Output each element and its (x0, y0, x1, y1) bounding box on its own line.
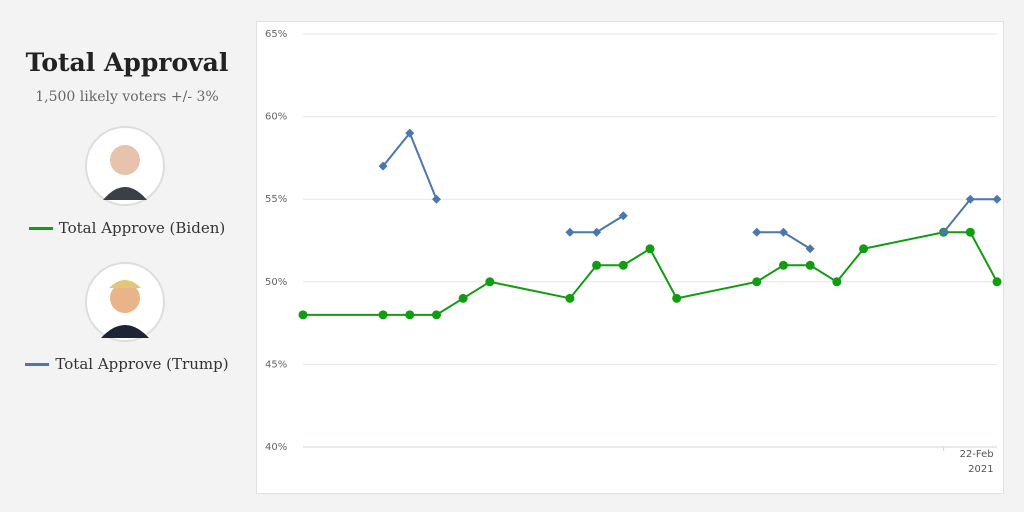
point-marker (592, 260, 602, 270)
point-marker (592, 227, 602, 237)
point-marker (672, 293, 682, 303)
chart-title: Total Approval (25, 48, 229, 77)
point-marker (565, 227, 575, 237)
series-line (382, 131, 438, 200)
point-marker (618, 260, 628, 270)
y-tick-label: 50% (265, 277, 287, 288)
point-marker (778, 260, 788, 270)
point-marker (298, 310, 308, 320)
y-tick-label: 40% (265, 442, 287, 453)
series-line (942, 198, 997, 233)
legend-item[interactable]: Total Approve (Biden) (0, 219, 254, 237)
point-marker (458, 293, 468, 303)
point-marker (832, 277, 842, 287)
point-marker (778, 227, 788, 237)
point-marker (965, 227, 975, 237)
point-marker (405, 310, 415, 320)
sidebar: Total Approval 1,500 likely voters +/- 3… (0, 0, 254, 512)
y-tick-label: 55% (265, 194, 287, 205)
y-tick-label: 65% (265, 29, 287, 40)
x-tick-label: 22-Feb 2021 (959, 449, 994, 475)
point-marker (565, 293, 575, 303)
chart-subtitle: 1,500 likely voters +/- 3% (35, 89, 219, 105)
point-marker (992, 277, 1002, 287)
y-tick-label: 60% (265, 112, 287, 123)
point-marker (378, 310, 388, 320)
point-marker (645, 244, 655, 254)
legend-label: Total Approve (Biden) (58, 219, 226, 237)
point-marker (939, 227, 949, 237)
chart-panel (256, 21, 1004, 494)
legend-swatch (25, 362, 50, 366)
point-marker (992, 194, 1002, 204)
y-tick-label: 45% (265, 359, 287, 370)
point-marker (965, 194, 975, 204)
point-marker (805, 244, 815, 254)
point-marker (752, 277, 762, 287)
point-marker (859, 244, 869, 254)
point-marker (618, 211, 628, 221)
point-marker (405, 128, 415, 138)
legend-label: Total Approve (Trump) (55, 355, 229, 373)
point-marker (431, 194, 441, 204)
point-marker (378, 161, 388, 171)
legend-swatch (28, 226, 53, 230)
point-marker (431, 310, 441, 320)
point-marker (752, 227, 762, 237)
point-marker (485, 277, 495, 287)
portrait (85, 262, 165, 342)
legend-item[interactable]: Total Approve (Trump) (0, 355, 254, 373)
point-marker (805, 260, 815, 270)
portrait (85, 126, 165, 206)
